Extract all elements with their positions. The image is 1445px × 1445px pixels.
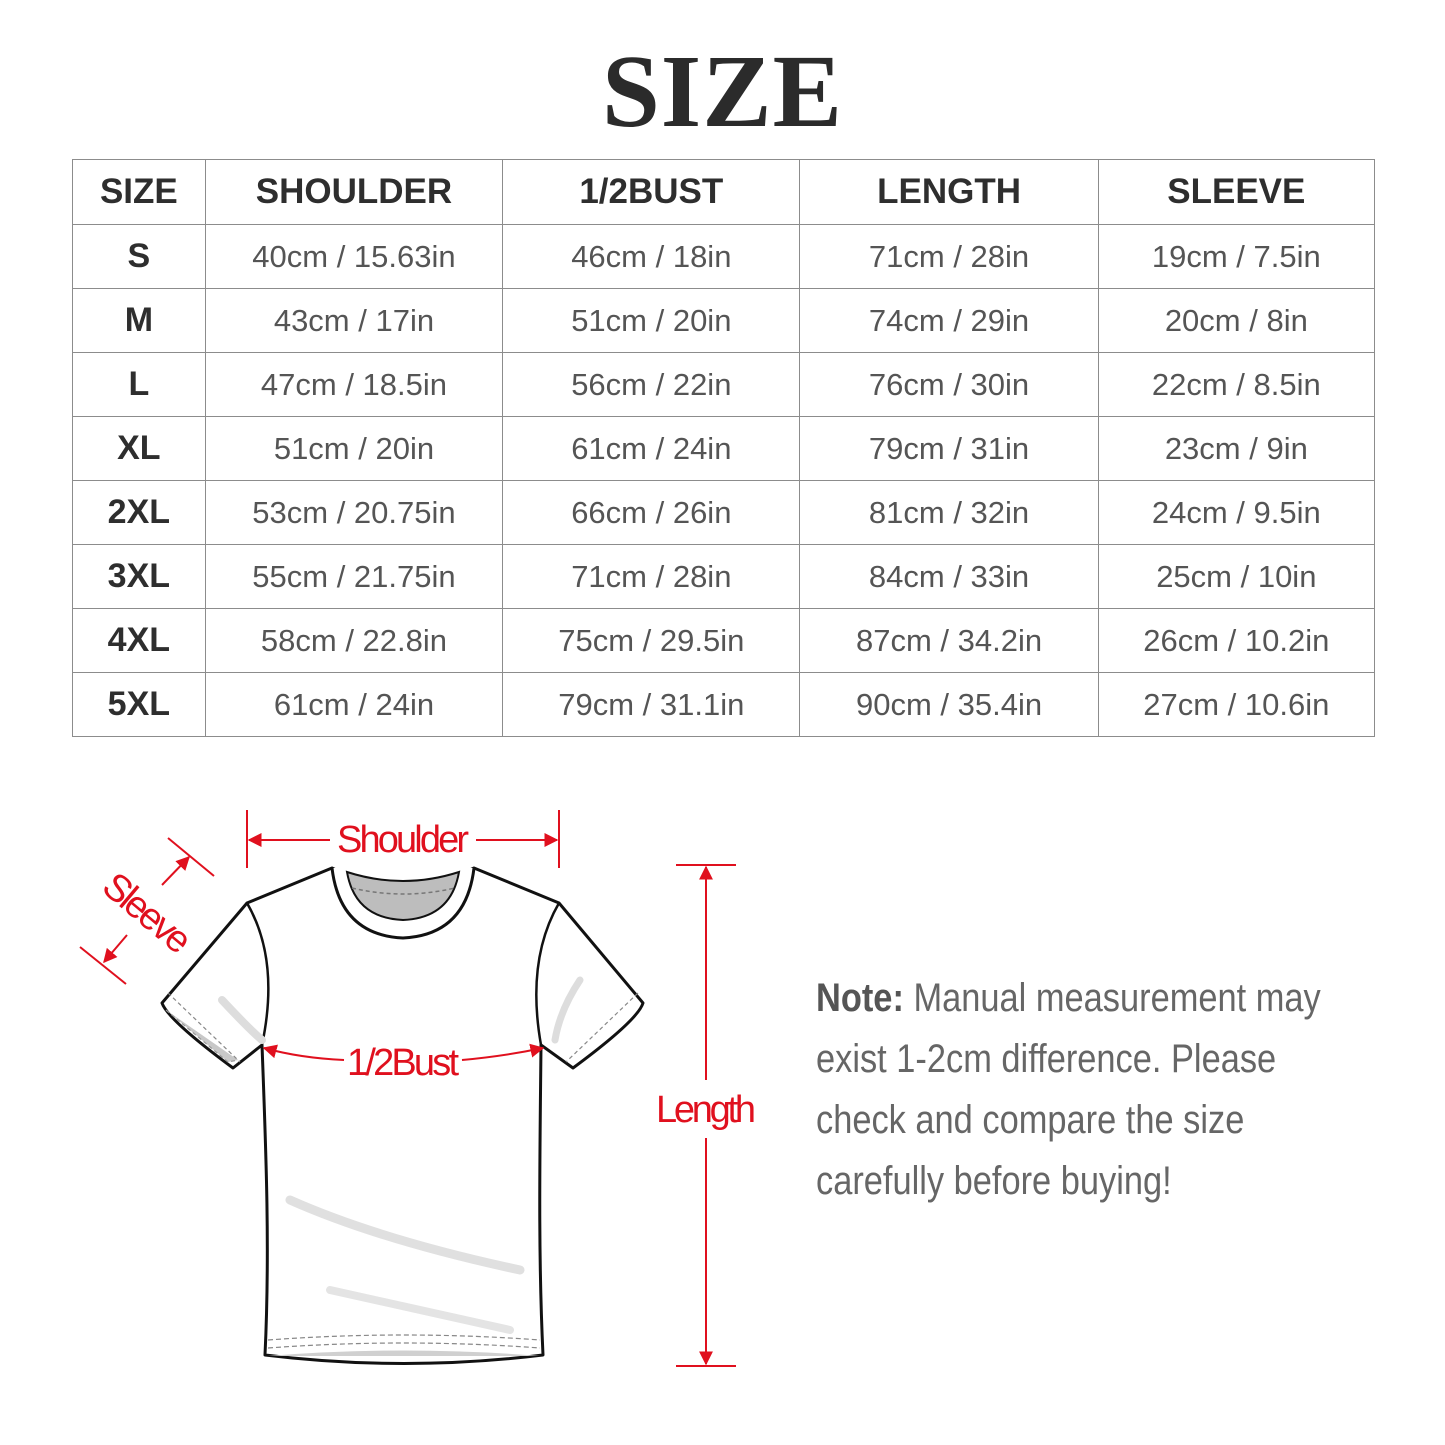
measurement-cell: 74cm / 29in: [799, 288, 1099, 353]
size-cell: 2XL: [72, 480, 206, 545]
table-row: M 43cm / 17in 51cm / 20in 74cm / 29in 20cm /…: [72, 288, 1376, 353]
note-line: carefully before buying!: [816, 1159, 1172, 1203]
note-line: exist 1-2cm difference. Please: [816, 1037, 1277, 1081]
measurement-cell: 22cm / 8.5in: [1097, 352, 1376, 417]
column-header: LENGTH: [799, 159, 1099, 225]
measurement-cell: 40cm / 15.63in: [204, 224, 504, 289]
size-cell: 5XL: [72, 672, 206, 737]
size-cell: 4XL: [72, 608, 206, 673]
table-row: S 40cm / 15.63in 46cm / 18in 71cm / 28in 19c…: [72, 224, 1376, 289]
measurement-cell: 75cm / 29.5in: [502, 608, 801, 673]
measurement-cell: 90cm / 35.4in: [799, 672, 1099, 737]
measurement-cell: 66cm / 26in: [502, 480, 801, 545]
size-cell: L: [72, 352, 206, 417]
bust-label: 1/2Bust: [347, 1042, 459, 1084]
measurement-cell: 19cm / 7.5in: [1097, 224, 1376, 289]
sleeve-label: Sleeve: [94, 865, 199, 963]
measurement-cell: 56cm / 22in: [502, 352, 801, 417]
measurement-cell: 61cm / 24in: [502, 416, 801, 481]
measurement-cell: 47cm / 18.5in: [204, 352, 504, 417]
measurement-cell: 46cm / 18in: [502, 224, 801, 289]
table-header-row: SIZE SHOULDER 1/2BUST LENGTH SLEEVE: [72, 159, 1376, 225]
length-label: Length: [656, 1089, 756, 1131]
size-table: SIZE SHOULDER 1/2BUST LENGTH SLEEVE S 40c…: [72, 159, 1376, 737]
page-title: SIZE: [601, 34, 844, 149]
measurement-cell: 51cm / 20in: [502, 288, 801, 353]
note-line: Manual measurement may: [913, 976, 1321, 1020]
size-cell: 3XL: [72, 544, 206, 609]
measurement-cell: 20cm / 8in: [1097, 288, 1376, 353]
note-line: check and compare the size: [816, 1098, 1245, 1142]
size-cell: M: [72, 288, 206, 353]
measurement-cell: 55cm / 21.75in: [204, 544, 504, 609]
table-row: L 47cm / 18.5in 56cm / 22in 76cm / 30in 22cm…: [72, 352, 1376, 417]
measurement-cell: 71cm / 28in: [502, 544, 801, 609]
measurement-cell: 61cm / 24in: [204, 672, 504, 737]
note-label: Note:: [816, 976, 904, 1020]
measurement-cell: 53cm / 20.75in: [204, 480, 504, 545]
measurement-cell: 76cm / 30in: [799, 352, 1099, 417]
measurement-cell: 79cm / 31in: [799, 416, 1099, 481]
measurement-cell: 43cm / 17in: [204, 288, 504, 353]
measurement-cell: 51cm / 20in: [204, 416, 504, 481]
column-header: SLEEVE: [1097, 159, 1376, 225]
measurement-cell: 84cm / 33in: [799, 544, 1099, 609]
measurement-cell: 24cm / 9.5in: [1097, 480, 1376, 545]
tshirt-illustration: [160, 866, 645, 1365]
table-row: XL 51cm / 20in 61cm / 24in 79cm / 31in 23cm …: [72, 416, 1376, 481]
column-header: SIZE: [72, 159, 206, 225]
table-row: 5XL 61cm / 24in 79cm / 31.1in 90cm / 35.4in…: [72, 672, 1376, 737]
sleeve-measure: Sleeve: [79, 837, 215, 985]
size-cell: S: [72, 224, 206, 289]
note-text: Note: Manual measurement may exist 1-2cm…: [816, 968, 1321, 1212]
table-row: 3XL 55cm / 21.75in 71cm / 28in 84cm / 33in 2…: [72, 544, 1376, 609]
measurement-cell: 23cm / 9in: [1097, 416, 1376, 481]
length-measure: Length: [656, 864, 756, 1367]
measurement-cell: 58cm / 22.8in: [204, 608, 504, 673]
table-row: 2XL 53cm / 20.75in 66cm / 26in 81cm / 32in 2…: [72, 480, 1376, 545]
measurement-cell: 25cm / 10in: [1097, 544, 1376, 609]
measurement-cell: 26cm / 10.2in: [1097, 608, 1376, 673]
shoulder-label: Shoulder: [337, 819, 469, 861]
bust-measure: 1/2Bust: [262, 1042, 545, 1084]
shoulder-measure: Shoulder: [246, 810, 560, 868]
measurement-cell: 27cm / 10.6in: [1097, 672, 1376, 737]
measurement-cell: 81cm / 32in: [799, 480, 1099, 545]
measurement-cell: 79cm / 31.1in: [502, 672, 801, 737]
column-header: 1/2BUST: [502, 159, 801, 225]
